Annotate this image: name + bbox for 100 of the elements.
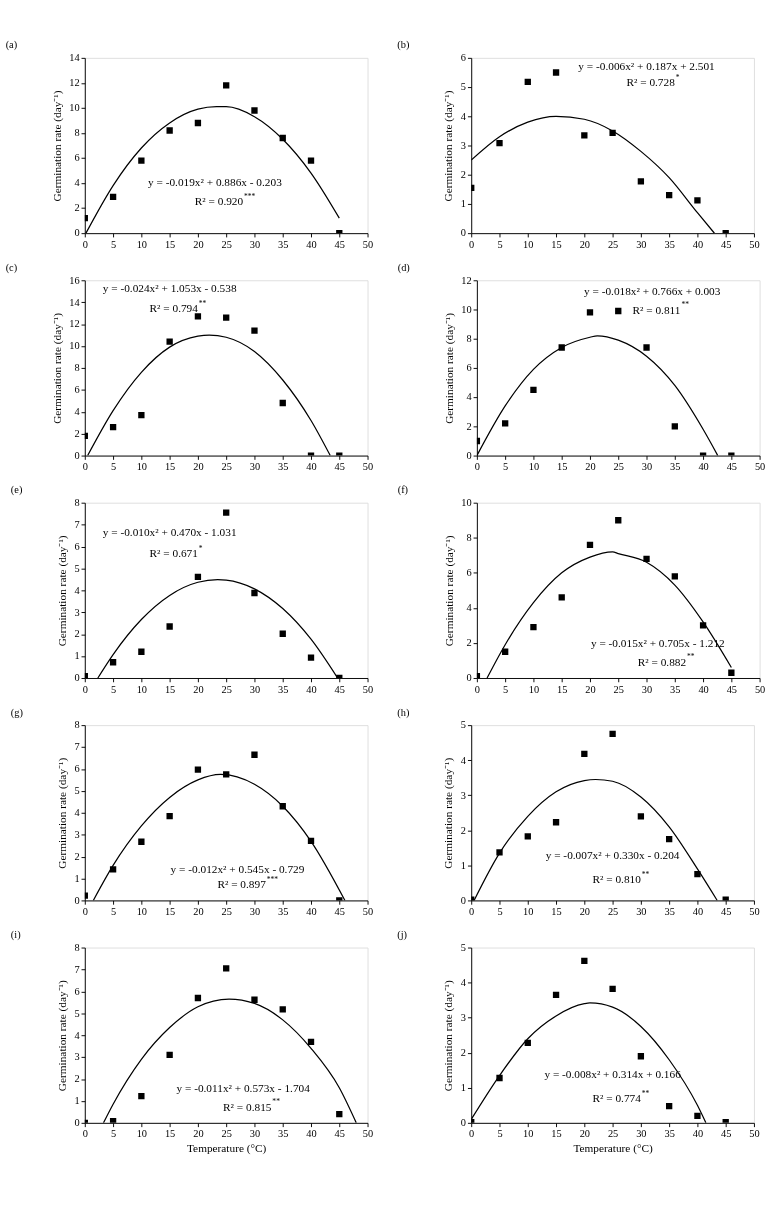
x-tick-label: 5 [497, 906, 503, 918]
y-tick-label: 0 [466, 672, 472, 684]
x-tick-label: 45 [721, 1128, 732, 1140]
x-tick-label: 40 [306, 1128, 317, 1140]
chart-title: (b) [397, 39, 410, 52]
y-tick-label: 4 [74, 406, 81, 418]
y-tick-label: 1 [74, 1095, 80, 1107]
x-tick-label: 5 [497, 238, 503, 250]
x-tick-label: 45 [334, 1128, 345, 1140]
x-tick-label: 20 [579, 238, 590, 250]
y-tick-label: 2 [74, 1073, 80, 1085]
x-tick-label: 20 [193, 683, 204, 695]
x-tick-label: 15 [551, 906, 562, 918]
y-tick-label: 2 [74, 427, 80, 439]
chart-title: (c) [5, 261, 18, 274]
point [694, 870, 701, 878]
y-axis-title: Germination rate (day⁻¹) [55, 980, 69, 1092]
y-tick-label: 2 [74, 202, 80, 214]
x-tick-label: 35 [664, 906, 675, 918]
x-tick-label: 35 [278, 683, 289, 695]
y-tick-label: 0 [74, 227, 80, 239]
y-tick-label: 8 [74, 362, 80, 374]
y-tick-label: 2 [466, 637, 472, 649]
x-tick-label: 40 [698, 461, 709, 473]
y-tick-label: 3 [74, 606, 80, 618]
x-tick-label: 40 [306, 238, 317, 250]
x-tick-label: 25 [221, 461, 232, 473]
x-tick-label: 15 [557, 461, 568, 473]
y-tick-label: 8 [74, 127, 80, 139]
chart-title: (j) [397, 929, 408, 942]
x-tick-label: 10 [528, 461, 540, 473]
y-tick-label: 2 [460, 1047, 467, 1059]
x-tick-label: 20 [579, 906, 590, 918]
x-tick-label: 5 [110, 238, 117, 250]
x-tick-label: 50 [362, 461, 374, 473]
chart-title: (f) [397, 484, 409, 497]
x-tick-label: 45 [334, 238, 345, 250]
x-tick-label: 15 [164, 1128, 176, 1140]
x-tick-label: 35 [670, 683, 681, 695]
point [251, 751, 258, 758]
x-tick-label: 10 [523, 1128, 534, 1140]
point [223, 965, 230, 972]
chart-title: (a) [5, 39, 18, 52]
x-tick-label: 50 [362, 1128, 374, 1140]
y-tick-label: 0 [460, 1117, 467, 1129]
point [552, 991, 560, 999]
y-tick-label: 8 [74, 497, 80, 509]
x-tick-label: 20 [193, 461, 204, 473]
point [194, 994, 202, 1002]
point [279, 630, 286, 637]
annotation: R² = 0.810** [592, 869, 650, 886]
y-tick-label: 6 [74, 985, 80, 997]
y-tick-label: 1 [460, 198, 467, 210]
y-tick-label: 1 [74, 872, 80, 884]
x-tick-label: 30 [636, 238, 647, 250]
point [223, 509, 230, 516]
y-tick-label: 10 [461, 303, 472, 315]
y-tick-label: 6 [460, 52, 467, 64]
annotation: R² = 0.811** [632, 300, 690, 316]
annotation: R² = 0.774** [592, 1088, 650, 1105]
y-tick-label: 8 [466, 333, 472, 345]
x-tick-label: 5 [497, 1128, 503, 1140]
y-tick-label: 1 [460, 1082, 467, 1094]
point [336, 1110, 343, 1118]
chart-title: (d) [397, 261, 410, 274]
point [671, 423, 678, 430]
point [251, 996, 258, 1003]
x-tick-label: 10 [523, 906, 534, 918]
point [643, 344, 650, 351]
x-tick-label: 40 [306, 906, 317, 918]
y-tick-label: 0 [460, 227, 467, 239]
point [502, 420, 509, 427]
y-axis-title: Germination rate (day⁻¹) [50, 90, 64, 202]
point [138, 157, 145, 164]
y-tick-label: 5 [460, 81, 467, 93]
x-tick-label: 10 [528, 683, 540, 695]
y-axis-title: Germination rate (day⁻¹) [442, 980, 456, 1092]
y-tick-label: 7 [74, 741, 80, 753]
x-tick-label: 40 [692, 906, 704, 918]
y-tick-label: 4 [466, 391, 473, 403]
y-tick-label: 4 [74, 177, 81, 189]
x-tick-label: 40 [698, 683, 709, 695]
x-tick-label: 5 [503, 461, 509, 473]
point [558, 594, 565, 601]
x-tick-label: 5 [110, 906, 117, 918]
x-tick-label: 35 [664, 1128, 675, 1140]
x-tick-label: 15 [551, 238, 562, 250]
y-tick-label: 12 [461, 274, 472, 286]
x-tick-label: 50 [749, 906, 760, 918]
point [138, 648, 145, 655]
y-tick-label: 12 [69, 77, 80, 89]
point [307, 654, 315, 661]
point [694, 1112, 701, 1120]
y-tick-label: 5 [460, 941, 467, 953]
y-tick-label: 4 [74, 584, 81, 596]
y-tick-label: 6 [74, 152, 80, 164]
x-tick-label: 30 [641, 461, 653, 473]
point [279, 1006, 286, 1013]
y-tick-label: 6 [74, 384, 80, 396]
x-tick-label: 30 [249, 238, 261, 250]
